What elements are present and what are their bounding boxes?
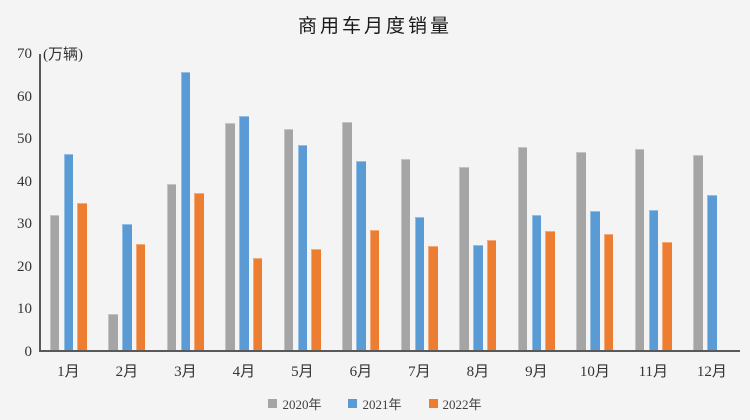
bar-0-2 <box>166 184 177 350</box>
legend: 2020年 2021年 2022年 <box>0 394 750 413</box>
x-axis-label: 1月 <box>57 364 80 380</box>
legend-label: 2022年 <box>442 397 482 412</box>
bar-1-0 <box>63 154 74 350</box>
bar-1-8 <box>531 214 542 350</box>
bar-1-7 <box>473 244 483 350</box>
y-axis-tick-label: 40 <box>17 173 32 190</box>
bar-2-3 <box>252 257 263 350</box>
y-axis-unit-label: (万辆) <box>43 47 83 63</box>
bar-0-6 <box>400 159 411 350</box>
legend-item-2021: 2021年 <box>348 394 402 413</box>
bar-1-10 <box>648 209 659 350</box>
y-axis-tick-label: 60 <box>17 88 32 105</box>
bar-2-4 <box>311 248 321 350</box>
bar-2-2 <box>194 192 204 350</box>
x-axis-label: 5月 <box>291 364 314 380</box>
bar-2-8 <box>545 230 555 350</box>
x-axis-label: 3月 <box>174 364 197 380</box>
bar-1-3 <box>239 115 249 350</box>
bar-2-7 <box>486 239 497 350</box>
bar-0-8 <box>517 146 528 350</box>
y-axis-tick-label: 10 <box>17 301 32 318</box>
x-axis-label: 12月 <box>696 364 727 380</box>
x-axis-label: 7月 <box>408 364 431 380</box>
bar-0-9 <box>576 152 586 350</box>
x-axis-label: 9月 <box>525 364 548 380</box>
bar-0-1 <box>108 313 118 350</box>
plot-area <box>39 54 740 352</box>
bar-1-2 <box>180 72 191 350</box>
x-axis-label: 11月 <box>638 364 669 380</box>
legend-label: 2021年 <box>362 397 402 412</box>
y-axis-tick-label: 0 <box>24 344 33 360</box>
bar-0-5 <box>342 121 352 350</box>
legend-item-2020: 2020年 <box>268 394 321 413</box>
bar-0-0 <box>49 214 60 350</box>
bar-0-3 <box>225 122 235 350</box>
bar-2-0 <box>77 203 87 350</box>
legend-swatch-icon <box>428 399 438 408</box>
bar-1-11 <box>707 195 717 350</box>
bar-2-6 <box>428 245 438 350</box>
chart-title: 商用车月度销量 <box>297 16 452 37</box>
bar-2-1 <box>135 244 146 350</box>
legend-swatch-icon <box>348 399 358 408</box>
bar-0-7 <box>459 166 469 350</box>
x-axis-label: 4月 <box>232 364 256 380</box>
bar-0-10 <box>634 148 645 350</box>
y-axis-tick-label: 70 <box>17 46 32 62</box>
bar-2-5 <box>369 229 380 350</box>
legend-swatch-icon <box>268 399 278 408</box>
y-axis-tick-label: 50 <box>17 131 32 148</box>
bar-1-1 <box>122 223 132 350</box>
x-axis-label: 8月 <box>466 364 490 380</box>
x-axis-label: 2月 <box>115 364 139 380</box>
bar-0-4 <box>283 128 294 350</box>
legend-label: 2020年 <box>282 397 322 412</box>
bar-1-4 <box>297 145 308 350</box>
y-axis-tick-label: 30 <box>17 216 32 233</box>
y-axis-tick-label: 20 <box>17 258 32 275</box>
bar-1-5 <box>356 160 366 350</box>
x-axis-label: 6月 <box>349 364 373 380</box>
bar-2-9 <box>603 234 614 350</box>
x-axis-label: 10月 <box>579 364 610 380</box>
bar-1-9 <box>590 211 600 350</box>
bar-0-11 <box>693 155 703 350</box>
legend-item-2022: 2022年 <box>428 394 482 413</box>
bar-2-10 <box>662 241 672 350</box>
bar-1-6 <box>414 217 425 350</box>
